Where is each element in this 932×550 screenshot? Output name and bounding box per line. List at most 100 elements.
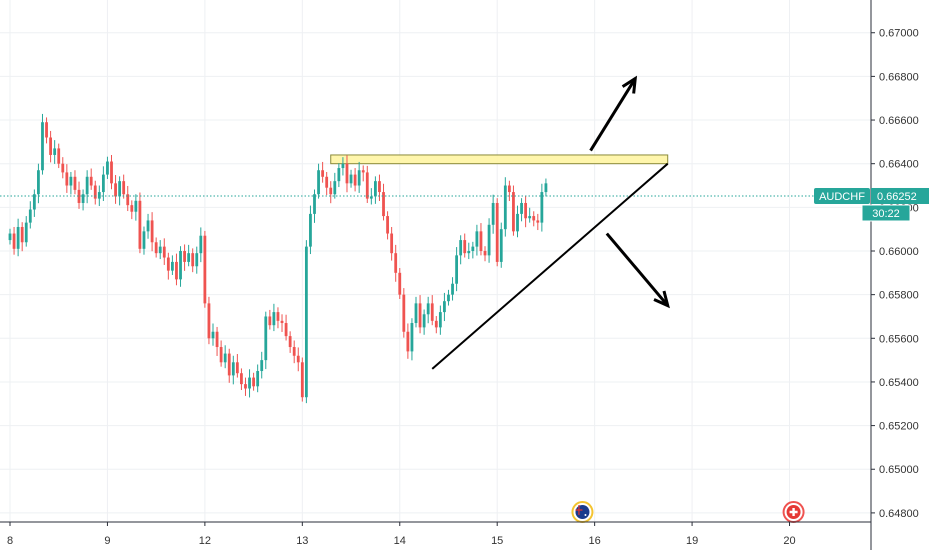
- candle-body: [89, 176, 93, 186]
- flag-cross: [789, 508, 798, 516]
- candle-body: [430, 303, 434, 321]
- candle-body: [426, 303, 430, 315]
- candle-body: [471, 246, 475, 251]
- candle-body: [495, 202, 499, 262]
- candle-body: [378, 181, 381, 193]
- candle-body: [166, 257, 170, 271]
- candle-body: [260, 360, 264, 372]
- time-tick-label: 12: [199, 535, 211, 547]
- candle-body: [268, 316, 272, 326]
- event-markers[interactable]: [571, 501, 805, 523]
- candle-body: [341, 163, 345, 169]
- candle-body: [171, 261, 174, 271]
- candle-body: [28, 209, 32, 223]
- candle-body: [101, 174, 105, 193]
- candle-body: [146, 220, 150, 232]
- candle-body: [231, 362, 235, 376]
- candle-body: [12, 233, 16, 249]
- candle-body: [390, 233, 394, 254]
- flag-star: [584, 514, 587, 516]
- candle-body: [126, 194, 130, 206]
- candle-body: [357, 170, 361, 186]
- candle-body: [69, 176, 73, 186]
- switzerland-flag-icon[interactable]: [782, 501, 805, 523]
- candle-body: [463, 240, 467, 254]
- price-axis[interactable]: 0.670000.668000.666000.664000.662000.660…: [871, 28, 919, 520]
- price-tick-label: 0.65600: [879, 333, 919, 345]
- candle-body: [349, 174, 353, 184]
- candle-body: [345, 163, 349, 184]
- candle-body: [491, 202, 495, 225]
- candle-body: [487, 224, 491, 256]
- candle-body: [276, 312, 280, 321]
- arrow-up[interactable]: [589, 75, 638, 152]
- candle-body: [292, 347, 296, 356]
- candle-body: [532, 216, 536, 221]
- candle-body: [37, 170, 40, 195]
- candle-body: [483, 250, 487, 256]
- candle-body: [503, 185, 507, 230]
- candle-body: [499, 229, 503, 262]
- price-tick-label: 0.67000: [879, 28, 919, 40]
- price-tick-label: 0.65200: [879, 421, 919, 433]
- candle-body: [309, 213, 312, 247]
- candle-body: [507, 185, 511, 193]
- candle-body: [516, 213, 519, 232]
- candle-body: [183, 250, 186, 262]
- candle-body: [325, 176, 329, 188]
- candle-body: [32, 194, 36, 210]
- candle-body: [321, 170, 325, 177]
- candle-body: [150, 220, 154, 243]
- candle-body: [386, 216, 389, 234]
- price-tick-label: 0.65000: [879, 464, 919, 476]
- candle-body: [475, 231, 479, 247]
- candle-body: [467, 250, 471, 254]
- candle-body: [175, 261, 178, 280]
- candle-body: [142, 231, 146, 249]
- candle-body: [187, 253, 191, 262]
- candle-body: [272, 312, 276, 326]
- candle-body: [329, 187, 333, 195]
- candle-body: [179, 250, 182, 280]
- candle-body: [512, 192, 515, 232]
- last-price-tag: AUDCHF 0.66252 30:22: [814, 187, 929, 222]
- symbol-label: AUDCHF: [819, 191, 865, 203]
- candle-body: [304, 246, 308, 398]
- price-tick-label: 0.66600: [879, 115, 919, 127]
- trend-line[interactable]: [431, 162, 669, 370]
- time-axis[interactable]: 8 9 12 13 14 15 16 19 20: [0, 521, 871, 547]
- candle-body: [524, 202, 528, 219]
- candle-body: [398, 272, 402, 295]
- resistance-zone-rect[interactable]: [330, 154, 669, 165]
- candle-body: [199, 235, 203, 254]
- price-label-bg: [871, 187, 929, 204]
- candle-body: [479, 231, 483, 251]
- arrow-down[interactable]: [605, 232, 670, 309]
- candle-body: [438, 312, 442, 328]
- candle-body: [455, 255, 458, 284]
- time-tick-label: 14: [394, 535, 406, 547]
- candle-body: [207, 303, 211, 339]
- australia-flag-icon[interactable]: [571, 501, 594, 523]
- drawing-tools[interactable]: [431, 75, 670, 370]
- candle-body: [57, 148, 61, 164]
- time-tick-label: 8: [7, 535, 13, 547]
- resistance-zone[interactable]: [330, 154, 669, 165]
- candle-body: [41, 122, 44, 171]
- candle-body: [227, 353, 231, 376]
- candle-body: [16, 226, 20, 249]
- candle-body: [361, 170, 365, 173]
- candle-body: [191, 253, 195, 267]
- candle-body: [154, 242, 158, 254]
- candle-body: [195, 253, 199, 267]
- candle-body: [49, 137, 52, 155]
- candle-body: [162, 246, 166, 258]
- candle-body: [134, 200, 138, 212]
- candle-body: [369, 196, 373, 199]
- candle-body: [410, 323, 414, 352]
- candle-body: [8, 233, 12, 241]
- candle-body: [65, 172, 69, 186]
- time-tick-label: 13: [296, 535, 308, 547]
- candle-body: [252, 377, 255, 387]
